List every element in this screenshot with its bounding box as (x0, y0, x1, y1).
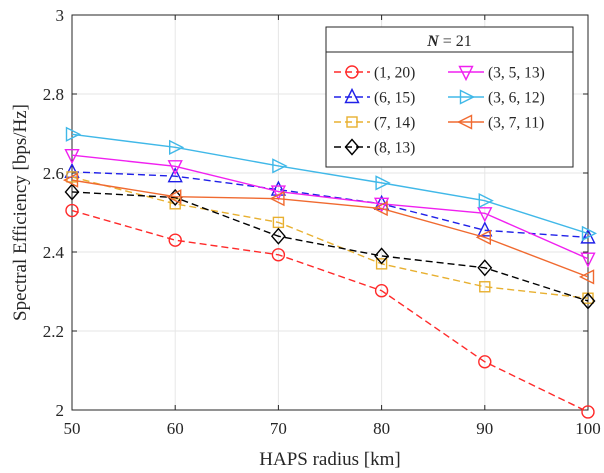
legend-entry-1-20: (1, 20) (334, 65, 415, 82)
data-point-1-20 (271, 248, 286, 262)
data-point-3-7-11 (62, 172, 79, 188)
data-point-1-20 (478, 355, 492, 369)
y-tick-label: 2.6 (43, 164, 64, 183)
series-line-1-20 (72, 209, 586, 410)
legend-title-value: = 21 (439, 33, 472, 50)
data-point-1-20 (65, 203, 79, 218)
data-point-7-14 (375, 258, 388, 270)
data-point-3-5-13 (64, 149, 80, 165)
x-tick-label: 70 (270, 419, 287, 438)
series-3-7-11 (62, 172, 595, 285)
series-line-8-13 (72, 191, 588, 302)
legend-label-1-20: (1, 20) (374, 65, 415, 82)
legend-items: (1, 20) (6, 15) (7, 14) (8, 13) (3, 5, 13) (3… (334, 65, 545, 157)
legend-entry-8-13: (8, 13) (334, 138, 415, 157)
legend-entry-3-7-11: (3, 7, 11) (448, 114, 544, 132)
legend-marker-3-5-13 (458, 65, 474, 82)
data-point-3-6-12 (65, 126, 82, 142)
data-point-8-13 (580, 292, 596, 310)
legend-title-variable: N (426, 33, 440, 50)
data-point-3-5-13 (580, 252, 596, 268)
series-layer (62, 126, 598, 419)
legend-entry-7-14: (7, 14) (334, 115, 415, 132)
data-point-8-13 (64, 183, 80, 201)
x-tick-label: 100 (575, 419, 601, 438)
legend-marker-3-6-12 (459, 89, 476, 105)
data-point-3-7-11 (166, 189, 182, 205)
data-point-7-14 (272, 216, 285, 229)
series-line-7-14 (72, 176, 588, 299)
data-point-3-6-12 (168, 139, 185, 155)
data-point-8-13 (374, 247, 390, 265)
data-point-3-7-11 (578, 269, 595, 285)
y-tick-label: 2.8 (43, 85, 64, 104)
legend-marker-6-15 (344, 87, 360, 104)
data-point-8-13 (477, 259, 493, 277)
data-point-3-5-13 (477, 207, 493, 223)
data-point-3-5-13 (167, 160, 183, 176)
data-point-3-7-11 (475, 229, 491, 246)
data-point-6-15 (167, 167, 183, 183)
y-tick-label: 2.4 (43, 243, 65, 262)
x-tick-label: 80 (373, 419, 390, 438)
data-point-3-6-12 (375, 175, 391, 191)
data-point-3-6-12 (478, 193, 494, 209)
legend-marker-7-14 (346, 116, 358, 128)
data-point-3-6-12 (581, 225, 598, 242)
series-1-20 (65, 203, 595, 419)
axis-ticks: 50 60 70 80 90 100 2 2.2 2.4 2.6 2.8 3 (43, 6, 601, 438)
data-point-7-14 (479, 281, 491, 293)
y-axis-label: Spectral Efficiency [bps/Hz] (10, 104, 31, 321)
plot-area-frame (71, 14, 589, 411)
legend-label-3-5-13: (3, 5, 13) (488, 65, 545, 82)
series-line-3-5-13 (72, 154, 588, 260)
data-point-6-15 (580, 228, 596, 244)
x-axis-label: HAPS radius [km] (259, 449, 400, 470)
legend-label-3-6-12: (3, 6, 12) (488, 90, 545, 107)
y-tick-label: 3 (56, 6, 65, 25)
legend-entry-6-15: (6, 15) (334, 87, 415, 107)
data-point-1-20 (581, 405, 595, 419)
legend-marker-8-13 (344, 138, 360, 156)
data-point-8-13 (270, 227, 286, 245)
series-line-3-7-11 (72, 179, 588, 278)
legend-marker-1-20 (345, 65, 359, 79)
series-line-6-15 (72, 171, 588, 239)
legend: N = 21 (1, 20) (6, 15) (7, 14) (8, 13) (3, 5… (325, 26, 574, 168)
x-tick-label: 60 (167, 419, 184, 438)
data-point-3-5-13 (373, 197, 390, 213)
data-point-1-20 (168, 233, 182, 247)
legend-label-8-13: (8, 13) (374, 140, 415, 157)
legend-label-6-15: (6, 15) (374, 90, 415, 107)
legend-marker-3-7-11 (456, 114, 473, 130)
legend-entry-3-6-12: (3, 6, 12) (448, 89, 545, 107)
data-point-3-7-11 (269, 191, 285, 207)
data-point-6-15 (477, 221, 493, 237)
x-tick-label: 90 (476, 419, 493, 438)
y-tick-label: 2 (56, 401, 65, 420)
x-tick-label: 50 (64, 419, 81, 438)
series-8-13 (64, 183, 596, 310)
series-line-3-6-12 (72, 133, 588, 235)
data-point-1-20 (374, 284, 389, 298)
data-point-3-7-11 (372, 200, 388, 217)
data-point-7-14 (169, 198, 181, 210)
series-3-6-12 (65, 126, 598, 242)
legend-label-7-14: (7, 14) (374, 115, 415, 132)
y-tick-label: 2.2 (43, 322, 64, 341)
legend-entry-3-5-13: (3, 5, 13) (448, 65, 545, 82)
legend-label-3-7-11: (3, 7, 11) (488, 115, 544, 132)
data-point-3-6-12 (272, 158, 288, 174)
legend-title: N = 21 (426, 33, 472, 50)
